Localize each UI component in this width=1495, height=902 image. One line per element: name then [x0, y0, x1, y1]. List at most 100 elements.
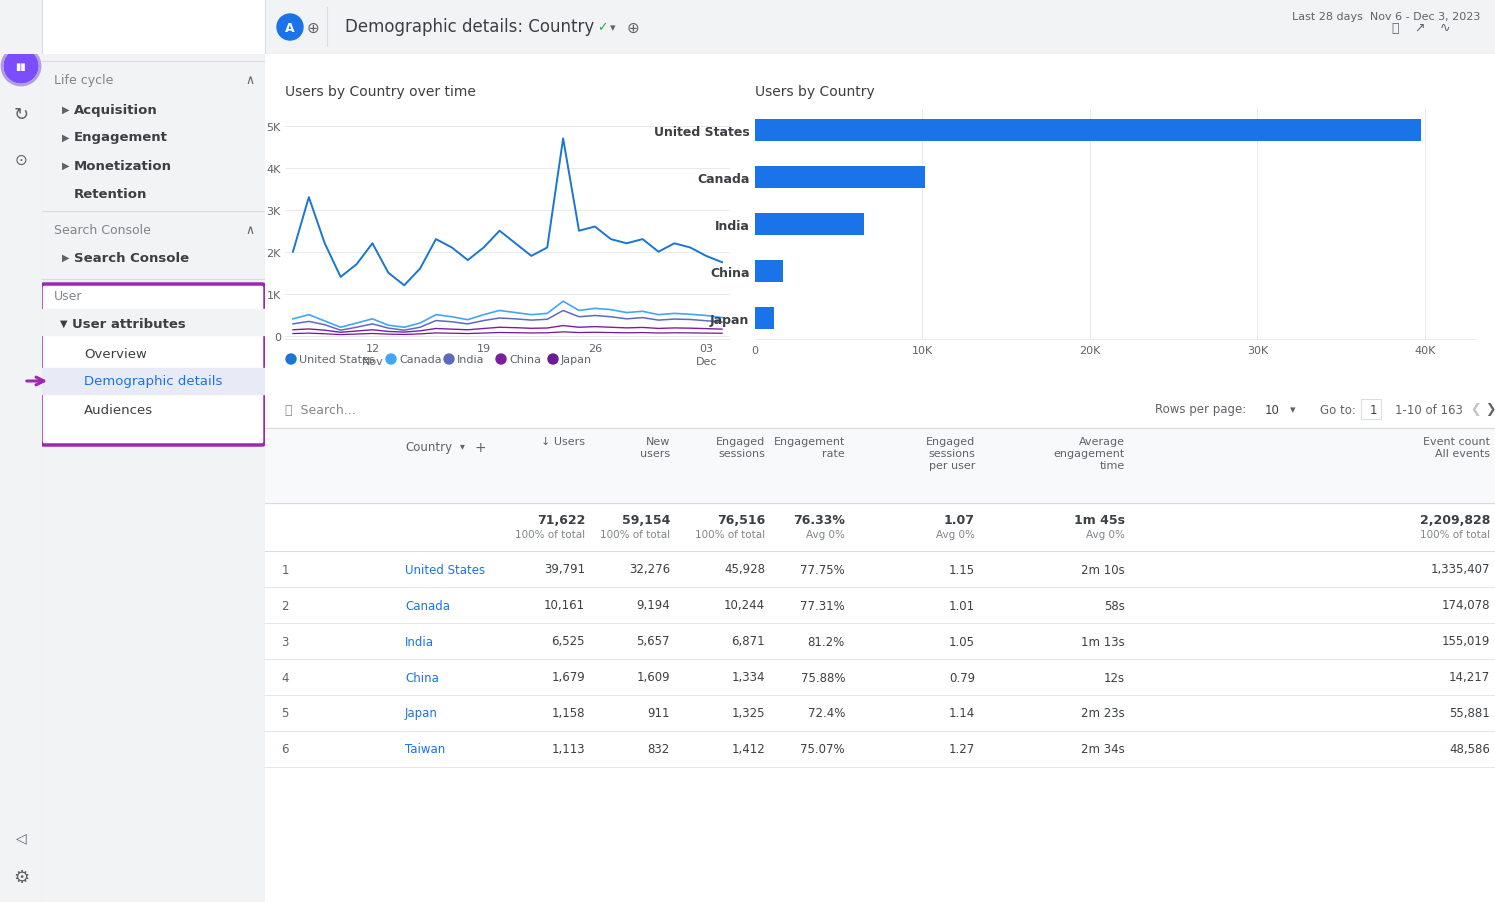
Text: 100% of total: 100% of total — [1420, 529, 1491, 539]
Text: 1.01: 1.01 — [949, 599, 975, 612]
Text: rate: rate — [822, 448, 845, 458]
Text: +: + — [475, 440, 487, 455]
Bar — [0, 0, 42, 55]
Text: 3: 3 — [281, 635, 289, 648]
Text: ▾: ▾ — [460, 440, 465, 450]
Text: 4: 4 — [281, 671, 289, 684]
Text: sessions: sessions — [718, 448, 765, 458]
Text: 76,516: 76,516 — [716, 513, 765, 527]
Text: Japan: Japan — [405, 706, 438, 720]
Text: 1,334: 1,334 — [731, 671, 765, 684]
Bar — [755, 120, 1422, 142]
Text: ∿: ∿ — [1440, 22, 1450, 34]
Text: China: China — [508, 354, 541, 364]
Text: Users by Country: Users by Country — [755, 85, 875, 99]
Text: Demographic details: Demographic details — [84, 375, 223, 388]
Text: ↗: ↗ — [1414, 22, 1425, 34]
Text: Audiences: Audiences — [84, 403, 152, 416]
Text: ▶: ▶ — [61, 253, 69, 262]
Text: Engagement: Engagement — [73, 132, 167, 144]
Text: India: India — [457, 354, 484, 364]
Circle shape — [4, 50, 37, 84]
Text: Engagement: Engagement — [773, 437, 845, 446]
Text: 12s: 12s — [1103, 671, 1126, 684]
Bar — [1360, 400, 1381, 419]
Text: Avg 0%: Avg 0% — [1087, 529, 1126, 539]
Text: 1.07: 1.07 — [943, 513, 975, 527]
Text: ❯: ❯ — [1485, 403, 1495, 416]
Text: United States: United States — [405, 563, 484, 575]
Text: 2m 10s: 2m 10s — [1081, 563, 1126, 575]
Text: 1,335,407: 1,335,407 — [1431, 563, 1491, 575]
Bar — [42, 369, 265, 394]
Text: 76.33%: 76.33% — [794, 513, 845, 527]
Text: ▶: ▶ — [61, 161, 69, 170]
Text: 100% of total: 100% of total — [514, 529, 585, 539]
Text: 911: 911 — [647, 706, 670, 720]
Text: ⚙: ⚙ — [13, 868, 28, 886]
Text: Engaged: Engaged — [925, 437, 975, 446]
Text: 2: 2 — [281, 599, 289, 612]
Text: Avg 0%: Avg 0% — [936, 529, 975, 539]
Text: 10: 10 — [1265, 403, 1280, 416]
Text: 5: 5 — [281, 706, 289, 720]
Text: 1,679: 1,679 — [552, 671, 585, 684]
Circle shape — [496, 354, 505, 364]
Text: 32,276: 32,276 — [629, 563, 670, 575]
Text: All events: All events — [1435, 448, 1491, 458]
Text: 75.07%: 75.07% — [800, 742, 845, 756]
Text: Canada: Canada — [399, 354, 441, 364]
Text: Avg 0%: Avg 0% — [806, 529, 845, 539]
Text: ⊕: ⊕ — [306, 21, 320, 35]
Text: User attributes: User attributes — [72, 318, 185, 330]
Text: 81.2%: 81.2% — [807, 635, 845, 648]
Text: ▶: ▶ — [61, 105, 69, 115]
Bar — [42, 309, 265, 336]
Text: 2,209,828: 2,209,828 — [1420, 513, 1491, 527]
Text: 174,078: 174,078 — [1441, 599, 1491, 612]
Text: ∧: ∧ — [245, 73, 254, 87]
Text: 10,161: 10,161 — [544, 599, 585, 612]
Text: 72.4%: 72.4% — [807, 706, 845, 720]
Text: ↻: ↻ — [13, 106, 28, 124]
Text: Life cycle: Life cycle — [54, 73, 114, 87]
Text: 39,791: 39,791 — [544, 563, 585, 575]
Text: users: users — [640, 448, 670, 458]
Text: Canada: Canada — [405, 599, 450, 612]
Text: 1,113: 1,113 — [552, 742, 585, 756]
Bar — [42, 0, 265, 55]
Text: United States: United States — [299, 354, 375, 364]
Text: 155,019: 155,019 — [1441, 635, 1491, 648]
Text: 6,871: 6,871 — [731, 635, 765, 648]
Text: 10,244: 10,244 — [724, 599, 765, 612]
Text: Monetization: Monetization — [73, 160, 172, 172]
FancyBboxPatch shape — [40, 285, 265, 446]
Text: 59,154: 59,154 — [622, 513, 670, 527]
Text: User: User — [54, 290, 82, 302]
Text: 2m 34s: 2m 34s — [1081, 742, 1126, 756]
Text: ▼: ▼ — [60, 318, 67, 328]
Text: ⌂: ⌂ — [15, 13, 27, 31]
Text: ⊙: ⊙ — [15, 152, 27, 167]
Text: Country: Country — [405, 440, 451, 454]
Text: 1.27: 1.27 — [949, 742, 975, 756]
Text: Average: Average — [1079, 437, 1126, 446]
Text: Acquisition: Acquisition — [73, 104, 158, 116]
Text: ∧: ∧ — [245, 224, 254, 236]
Text: India: India — [405, 635, 434, 648]
Bar — [265, 428, 1495, 503]
Text: 1-10 of 163: 1-10 of 163 — [1395, 403, 1464, 416]
Text: Search Console: Search Console — [54, 224, 151, 236]
Circle shape — [386, 354, 396, 364]
Text: Retention: Retention — [73, 188, 148, 200]
Text: 1.15: 1.15 — [949, 563, 975, 575]
Text: ▾: ▾ — [1290, 405, 1296, 415]
Text: ✓: ✓ — [597, 22, 607, 34]
Circle shape — [277, 15, 303, 41]
Text: 1m 13s: 1m 13s — [1081, 635, 1126, 648]
Text: ▶: ▶ — [61, 133, 69, 143]
Text: ◁: ◁ — [15, 830, 27, 844]
Text: Go to:: Go to: — [1320, 403, 1356, 416]
Text: ⊕: ⊕ — [626, 21, 640, 35]
Text: ↓ Users: ↓ Users — [541, 437, 585, 446]
